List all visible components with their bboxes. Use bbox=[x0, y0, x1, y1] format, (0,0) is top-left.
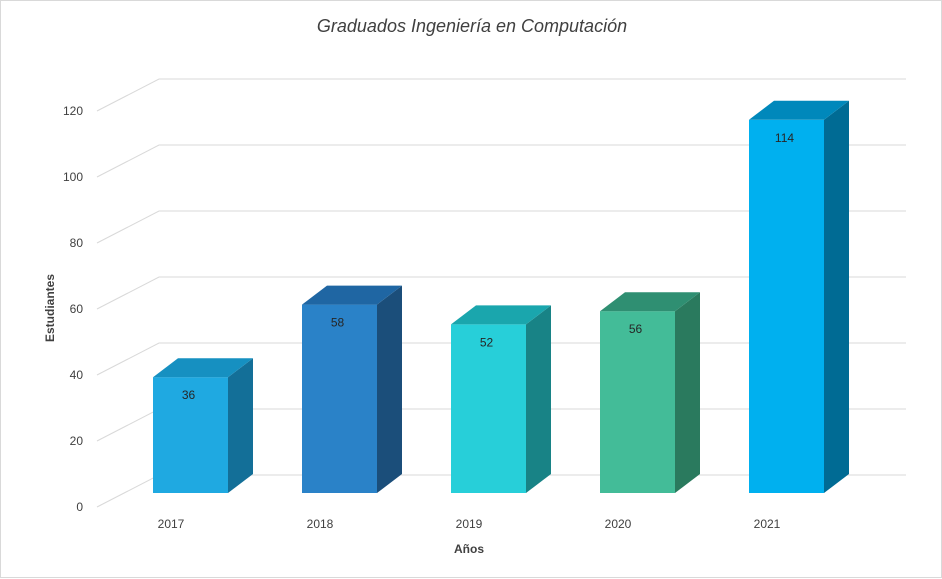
bar-side bbox=[526, 305, 551, 493]
data-label: 52 bbox=[480, 335, 494, 349]
chart-title: Graduados Ingeniería en Computación bbox=[317, 16, 627, 36]
x-tick-label: 2019 bbox=[456, 517, 483, 531]
y-tick-label: 100 bbox=[63, 170, 83, 184]
bar-side bbox=[377, 285, 402, 493]
bar-top bbox=[153, 358, 253, 378]
data-label: 56 bbox=[629, 322, 643, 336]
y-tick-label: 40 bbox=[70, 368, 84, 382]
bars bbox=[153, 100, 849, 494]
bar-front bbox=[451, 324, 526, 493]
y-axis-ticks: 0 20 40 60 80 100 120 bbox=[63, 104, 83, 514]
x-tick-label: 2020 bbox=[605, 517, 632, 531]
y-tick-label: 20 bbox=[70, 434, 84, 448]
bar-2018 bbox=[302, 285, 402, 493]
bar-side bbox=[675, 292, 700, 493]
bar-front bbox=[153, 377, 228, 493]
y-tick-label: 0 bbox=[76, 500, 83, 514]
y-tick-label: 120 bbox=[63, 104, 83, 118]
gridline bbox=[96, 210, 906, 244]
x-axis-ticks: 2017 2018 2019 2020 2021 bbox=[158, 517, 781, 531]
x-tick-label: 2018 bbox=[307, 517, 334, 531]
bar-top bbox=[749, 100, 849, 120]
gridline bbox=[96, 276, 906, 310]
data-labels: 36 58 52 56 114 bbox=[182, 131, 795, 402]
y-axis-title: Estudiantes bbox=[43, 274, 57, 342]
x-tick-label: 2017 bbox=[158, 517, 185, 531]
data-label: 36 bbox=[182, 388, 196, 402]
gridline bbox=[96, 78, 906, 112]
bar-2020 bbox=[600, 292, 700, 493]
data-label: 58 bbox=[331, 316, 345, 330]
data-label: 114 bbox=[775, 131, 794, 145]
bar-front bbox=[600, 311, 675, 493]
bar-front bbox=[749, 119, 824, 494]
bar-front bbox=[302, 304, 377, 493]
bar-2017 bbox=[153, 358, 253, 493]
gridline bbox=[96, 144, 906, 178]
bar-top bbox=[600, 292, 700, 312]
bar-top bbox=[451, 305, 551, 325]
gridlines bbox=[96, 78, 906, 508]
y-tick-label: 80 bbox=[70, 236, 84, 250]
y-tick-label: 60 bbox=[70, 302, 84, 316]
bar-side bbox=[228, 358, 253, 493]
bar-2021 bbox=[749, 100, 849, 494]
bar-2019 bbox=[451, 305, 551, 493]
x-tick-label: 2021 bbox=[754, 517, 781, 531]
bar-top bbox=[302, 285, 402, 305]
x-axis-title: Años bbox=[454, 542, 484, 556]
bar-side bbox=[824, 100, 849, 494]
